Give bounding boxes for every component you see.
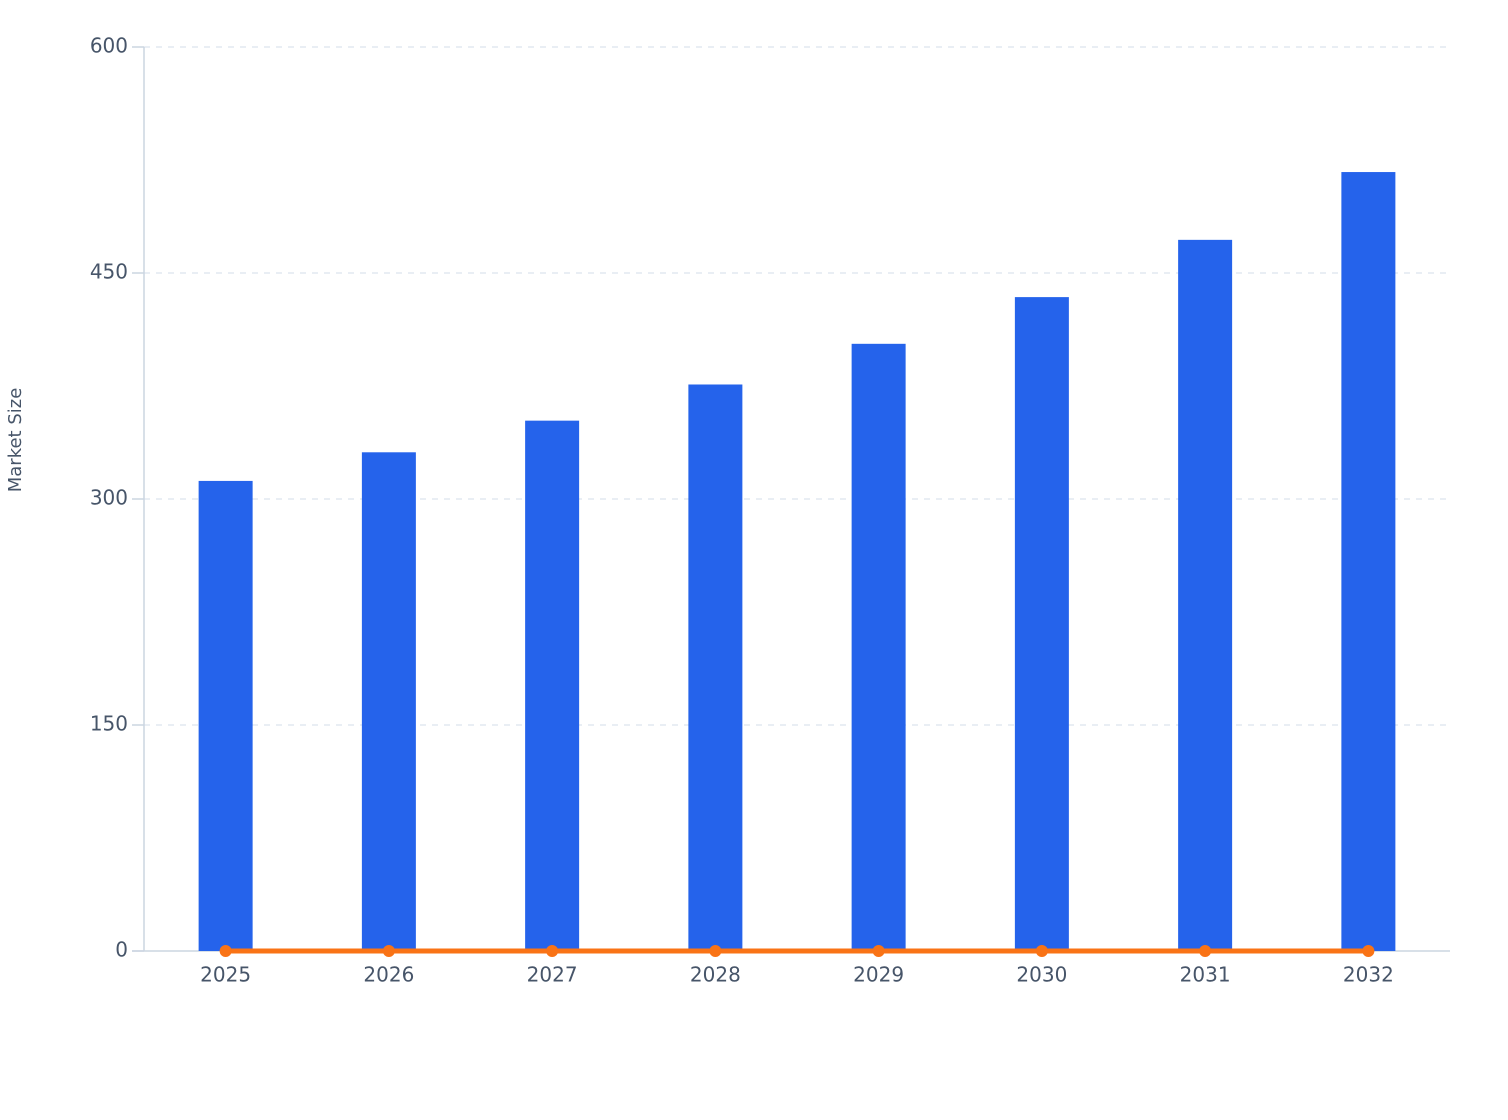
y-axis-label: Market Size — [5, 388, 26, 493]
bar — [851, 343, 906, 951]
x-tick-label: 2031 — [1180, 963, 1231, 987]
line-point — [546, 945, 559, 957]
line-point — [1362, 945, 1375, 957]
x-tick-label: 2029 — [853, 963, 904, 987]
x-tick-label: 2027 — [527, 963, 578, 987]
x-tick-label: 2025 — [200, 963, 251, 987]
y-tick-label: 150 — [90, 712, 128, 736]
bar — [1341, 172, 1396, 951]
x-tick-label: 2028 — [690, 963, 741, 987]
line-point — [1035, 945, 1048, 957]
bar — [1014, 297, 1069, 951]
y-tick-label: 300 — [90, 486, 128, 510]
line-point — [709, 945, 722, 957]
bar — [525, 420, 580, 951]
bar — [688, 384, 743, 951]
bar — [198, 480, 253, 951]
y-tick-label: 600 — [90, 34, 128, 58]
y-tick-label: 450 — [90, 260, 128, 284]
line-point — [872, 945, 885, 957]
x-tick-label: 2032 — [1343, 963, 1394, 987]
line-point — [219, 945, 232, 957]
y-tick-label: 0 — [115, 938, 128, 962]
x-tick-label: 2026 — [363, 963, 414, 987]
line-point — [1199, 945, 1212, 957]
bar — [361, 452, 416, 951]
bar — [1178, 239, 1233, 951]
x-tick-label: 2030 — [1016, 963, 1067, 987]
line-point — [382, 945, 395, 957]
